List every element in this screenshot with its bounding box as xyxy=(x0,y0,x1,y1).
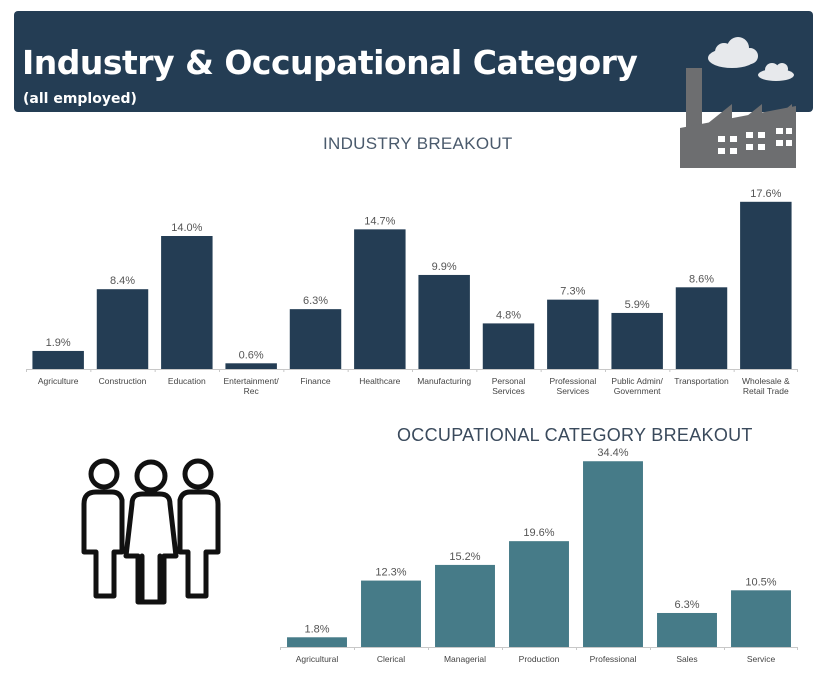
bar xyxy=(547,299,599,369)
tick-label: Professional xyxy=(590,654,637,664)
bar xyxy=(287,637,347,647)
cloud-icon xyxy=(708,37,794,81)
bar xyxy=(354,229,406,369)
page-subtitle: (all employed) xyxy=(23,91,137,107)
data-label: 1.9% xyxy=(46,337,71,349)
data-label: 8.6% xyxy=(689,273,714,285)
bar xyxy=(509,541,569,647)
data-label: 15.2% xyxy=(449,551,480,563)
bar xyxy=(740,201,792,369)
bar xyxy=(96,289,149,369)
data-label: 19.6% xyxy=(523,527,554,539)
tick-label: Services xyxy=(492,386,525,396)
bar xyxy=(161,236,213,369)
tick-label: Production xyxy=(519,654,560,664)
tick-label: Entertainment/ xyxy=(224,376,280,386)
bar xyxy=(611,312,663,369)
tick-label: Retail Trade xyxy=(743,386,789,396)
bar xyxy=(731,590,791,647)
tick-label: Finance xyxy=(300,376,331,386)
tick-label: Clerical xyxy=(377,654,405,664)
people-group-icon xyxy=(81,458,221,605)
data-label: 5.9% xyxy=(625,299,650,311)
tick-label: Education xyxy=(168,376,206,386)
factory-icon xyxy=(680,68,796,168)
tick-label: Rec xyxy=(244,386,260,396)
tick-label: Manufacturing xyxy=(417,376,471,386)
bar xyxy=(435,564,495,647)
tick-label: Public Admin/ xyxy=(611,376,663,386)
data-label: 14.0% xyxy=(171,222,202,234)
bar xyxy=(583,461,643,647)
bar xyxy=(657,612,717,647)
tick-label: Service xyxy=(747,654,776,664)
data-label: 6.3% xyxy=(674,599,699,611)
bar xyxy=(361,580,421,647)
bar xyxy=(418,274,470,369)
tick-label: Government xyxy=(614,386,661,396)
page-title: Industry & Occupational Category xyxy=(22,43,638,82)
bar xyxy=(225,363,277,369)
data-label: 12.3% xyxy=(375,567,406,579)
tick-label: Services xyxy=(557,386,590,396)
tick-label: Construction xyxy=(99,376,147,386)
tick-label: Wholesale & xyxy=(742,376,790,386)
data-label: 4.8% xyxy=(496,309,521,321)
tick-label: Transportation xyxy=(674,376,729,386)
bar xyxy=(289,309,342,369)
data-label: 0.6% xyxy=(239,349,264,361)
data-label: 7.3% xyxy=(560,286,585,298)
data-label: 14.7% xyxy=(364,215,395,227)
industry-bar-chart: 1.9% Agriculture 8.4% Construction 14.0% Educ… xyxy=(26,188,798,396)
industry-chart-title: INDUSTRY BREAKOUT xyxy=(323,134,513,153)
data-label: 1.8% xyxy=(304,623,329,635)
tick-label: Sales xyxy=(676,654,697,664)
bar xyxy=(482,323,535,369)
header-banner: Industry & Occupational Category (all em… xyxy=(14,11,813,112)
tick-label: Agricultural xyxy=(296,654,339,664)
data-label: 9.9% xyxy=(432,261,457,273)
data-label: 10.5% xyxy=(745,576,776,588)
bar xyxy=(675,287,728,369)
data-label: 17.6% xyxy=(750,188,781,200)
tick-label: Agriculture xyxy=(38,376,79,386)
occupation-chart-title: OCCUPATIONAL CATEGORY BREAKOUT xyxy=(397,425,753,445)
tick-label: Healthcare xyxy=(359,376,400,386)
data-label: 34.4% xyxy=(597,447,628,459)
data-label: 8.4% xyxy=(110,275,135,287)
tick-label: Personal xyxy=(492,376,526,386)
tick-label: Professional xyxy=(549,376,596,386)
data-label: 6.3% xyxy=(303,295,328,307)
bar xyxy=(32,350,84,369)
tick-label: Managerial xyxy=(444,654,486,664)
